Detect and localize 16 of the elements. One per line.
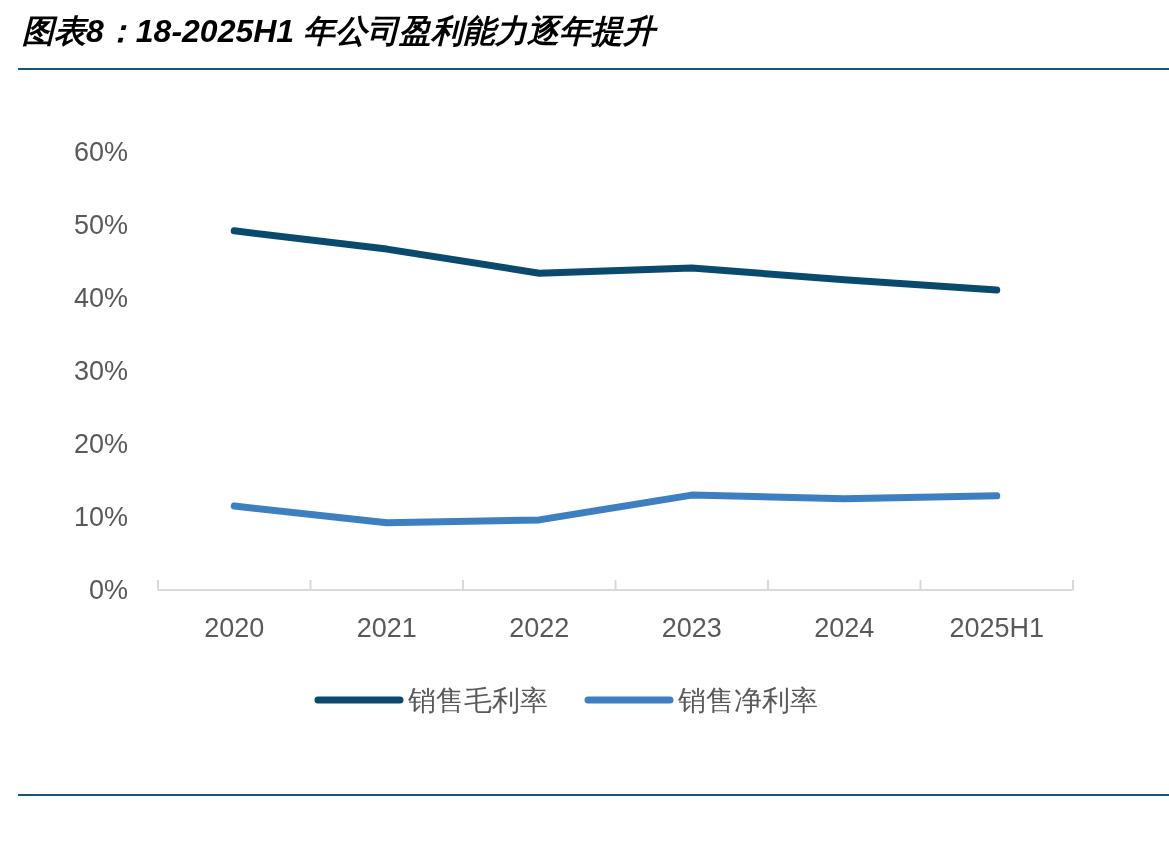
x-tick-label: 2025H1 [949,613,1045,643]
x-tick-label: 2024 [814,613,875,643]
x-tick-label: 2023 [661,613,722,643]
x-tick-label: 2022 [509,613,570,643]
y-tick-label: 60% [73,137,128,167]
y-tick-label: 40% [73,283,128,313]
y-tick-label: 10% [73,502,128,532]
y-tick-label: 20% [73,429,128,459]
x-tick-label: 2021 [356,613,417,643]
legend-label: 销售净利率 [677,685,818,716]
y-tick-label: 0% [88,575,128,605]
y-tick-label: 30% [73,356,128,386]
y-tick-label: 50% [73,210,128,240]
x-tick-label: 2020 [204,613,265,643]
chart-title: 图表8：18-2025H1 年公司盈利能力逐年提升 [22,13,659,49]
legend-label: 销售毛利率 [407,685,548,716]
